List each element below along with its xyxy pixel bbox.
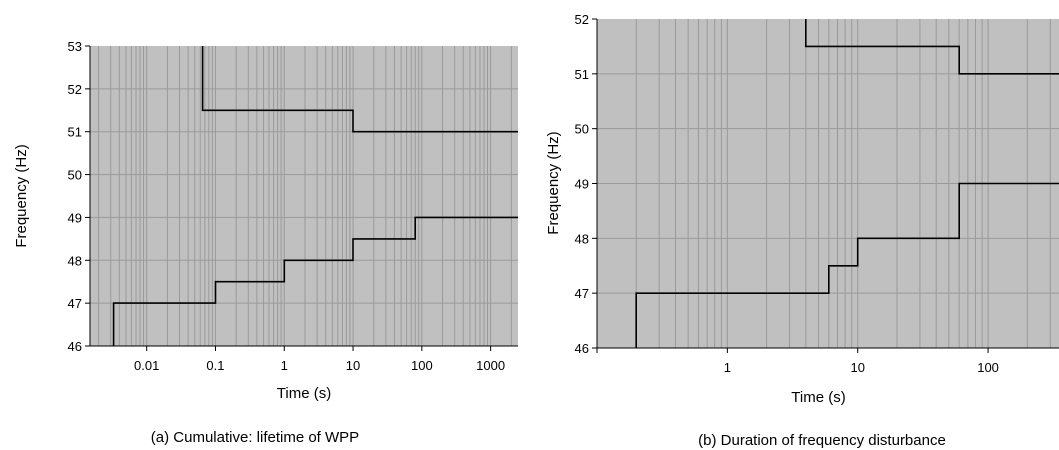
upper-limit-line	[201, 46, 518, 133]
figure-caption: (a) Cumulative: lifetime of WPP	[151, 429, 359, 446]
y-tick-label: 47	[575, 286, 589, 301]
x-tick-label: 0.01	[134, 358, 159, 373]
x-tick-label: 1	[724, 360, 731, 375]
y-tick-label: 47	[68, 296, 82, 311]
plot-area	[90, 46, 518, 346]
y-tick-label: 52	[68, 82, 82, 97]
x-tick-label: 0.1	[206, 358, 224, 373]
y-tick-label: 49	[68, 210, 82, 225]
y-tick-label: 50	[68, 168, 82, 183]
x-axis-label: Time (s)	[791, 389, 845, 406]
y-axis-label: Frequency (Hz)	[13, 144, 30, 247]
x-axis-label: Time (s)	[277, 385, 331, 402]
y-tick-label: 46	[575, 341, 589, 356]
lower-limit-line	[112, 216, 518, 346]
chart-panel-a: 46 47 48 49 50 51 52 53 0.01 0.1 1 10 100 1000 Time (s…	[13, 39, 518, 446]
chart-panel-b: 46 47 48 49 50 51 52 1 10 100 Time (s) Frequency (H…	[545, 12, 1059, 449]
y-tick-label: 50	[575, 122, 589, 137]
lower-limit-line	[635, 182, 1059, 348]
y-tick-label: 52	[575, 12, 589, 27]
x-tick-label: 10	[850, 360, 864, 375]
y-tick-label: 46	[68, 339, 82, 354]
x-tick-label: 1000	[476, 358, 505, 373]
y-tick-label: 48	[68, 253, 82, 268]
x-tick-label: 10	[346, 358, 360, 373]
y-tick-label: 51	[68, 125, 82, 140]
y-tick-label: 53	[68, 39, 82, 54]
y-tick-label: 48	[575, 231, 589, 246]
y-axis-label: Frequency (Hz)	[545, 131, 562, 234]
y-tick-label: 51	[575, 67, 589, 82]
x-tick-label: 1	[281, 358, 288, 373]
x-tick-label: 100	[977, 360, 999, 375]
x-tick-label: 100	[411, 358, 433, 373]
y-tick-label: 49	[575, 177, 589, 192]
figure-caption: (b) Duration of frequency disturbance	[698, 432, 946, 449]
upper-limit-line	[805, 19, 1059, 75]
